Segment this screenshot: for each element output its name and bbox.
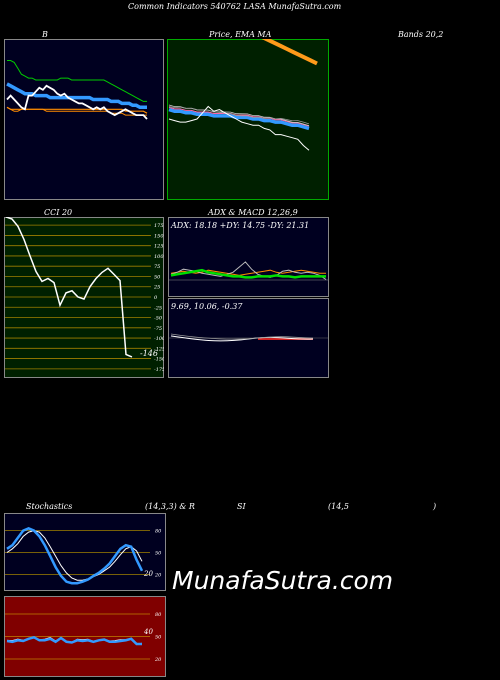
- stochastics-label: Stochastics: [26, 502, 73, 511]
- adx-label: ADX: 18.18 +DY: 14.75 -DY: 21.31: [170, 221, 309, 230]
- stochastics-bg: [4, 513, 166, 591]
- stochastics-tick-label: 80: [155, 529, 162, 535]
- cci-tick-label: 100: [154, 254, 164, 260]
- cci-tick-label: 25: [153, 285, 160, 291]
- stochastics-tick-label: 50: [155, 551, 162, 557]
- macd-signal-line: [170, 333, 314, 340]
- rsi-line: [6, 635, 142, 646]
- stochastics-k-line: [6, 527, 144, 585]
- rsi-tick-label: 50: [155, 635, 162, 641]
- rsi-chart: 80 50 20 40: [4, 596, 166, 677]
- bollinger-label-b: B: [42, 30, 48, 39]
- adx-main-line: [170, 268, 326, 279]
- adx-minus-dy-line: [170, 269, 326, 276]
- cci-last-label: -146: [140, 349, 158, 358]
- cci-line: [5, 217, 133, 358]
- cci-tick-label: -25: [154, 305, 162, 311]
- rsi-label: SI: [237, 502, 246, 511]
- cci-label: CCI 20: [44, 208, 73, 217]
- rsi-tick-label: 20: [154, 657, 162, 663]
- cci-tick-label: 75: [154, 264, 160, 270]
- bollinger-chart: [4, 39, 164, 200]
- rsi-last-label: 40: [143, 628, 153, 636]
- price-pink-line: [168, 106, 310, 127]
- cci-tick-label: -100: [154, 336, 164, 342]
- stochastics-tick-label: 20: [154, 572, 162, 578]
- cci-tick-label: 175: [154, 223, 164, 229]
- macd-chart: 9.69, 10.06, -0.37: [168, 298, 329, 378]
- adx-bg: [168, 217, 329, 297]
- price-ema-blue-line: [168, 107, 310, 131]
- cci-tick-label: -150: [154, 357, 164, 363]
- cci-tick-label: 150: [154, 233, 164, 239]
- cci-tick-label: -175: [154, 367, 164, 373]
- price-grey-line-2: [168, 106, 310, 125]
- cci-tick-label: 125: [154, 244, 164, 250]
- price-ma-long-line: [261, 39, 318, 66]
- price-ema-bg: [167, 39, 329, 200]
- adx-macd-label: ADX & MACD 12,26,9: [208, 208, 298, 217]
- cci-tick-label: -50: [154, 316, 163, 322]
- cci-tick-label: -75: [154, 326, 162, 332]
- bollinger-bg: [4, 39, 164, 200]
- bollinger-middle-line: [6, 82, 147, 110]
- stochastics-last-label: 20: [143, 570, 153, 578]
- cci-tick-label: 50: [154, 274, 161, 280]
- rsi-params-label: (14,5: [328, 502, 349, 511]
- macd-label: 9.69, 10.06, -0.37: [171, 302, 243, 311]
- price-ema-chart: [167, 39, 329, 200]
- price-panel-label: Price, EMA MA: [209, 30, 272, 39]
- stochastics-params-label: (14,3,3) & R: [145, 502, 195, 511]
- close-paren-label: ): [433, 502, 437, 511]
- rsi-tick-label: 80: [155, 612, 162, 618]
- stochastics-chart: 80 50 20 20: [4, 513, 166, 591]
- cci-chart: 175 150 125 100 75 50 25 0 -25 -50 -75 -100 -125 -150…: [4, 217, 164, 378]
- bands-label: Bands 20,2: [398, 30, 444, 39]
- page-title: Common Indicators 540762 LASA MunafaSutr…: [128, 2, 342, 11]
- cci-tick-label: 0: [154, 295, 158, 301]
- bollinger-upper-line: [7, 60, 147, 102]
- stochastics-d-line: [6, 530, 143, 581]
- cci-tick-label: -125: [154, 346, 164, 352]
- adx-chart: ADX: 18.18 +DY: 14.75 -DY: 21.31: [168, 217, 329, 297]
- watermark: MunafaSutra.com: [172, 566, 394, 595]
- price-close-line: [168, 105, 310, 151]
- bollinger-price-line: [6, 84, 148, 120]
